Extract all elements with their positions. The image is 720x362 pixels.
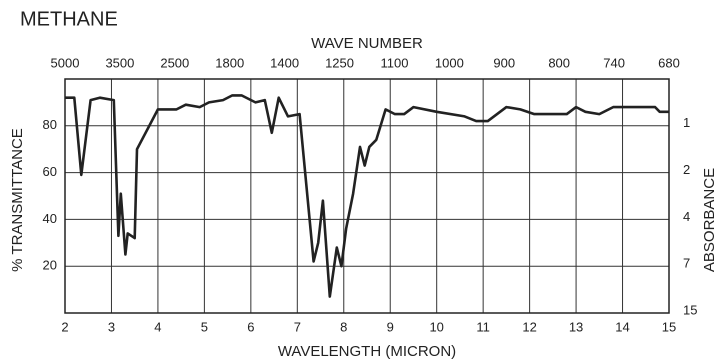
top-tick-label: 1000 — [435, 55, 464, 70]
top-tick-label: 2500 — [160, 55, 189, 70]
x-tick-label: 10 — [429, 319, 443, 334]
x-tick-label: 15 — [662, 319, 676, 334]
y-tick-label: 60 — [43, 164, 57, 179]
y-tick-label: 80 — [43, 117, 57, 132]
top-tick-label: 800 — [548, 55, 570, 70]
x-tick-label: 3 — [108, 319, 115, 334]
y2-tick-label: 2 — [683, 162, 690, 177]
x-tick-label: 8 — [340, 319, 347, 334]
x-tick-label: 7 — [294, 319, 301, 334]
x-tick-label: 13 — [569, 319, 583, 334]
y-tick-label: 20 — [43, 258, 57, 273]
x-tick-label: 6 — [247, 319, 254, 334]
top-tick-label: 5000 — [51, 55, 80, 70]
y2-tick-label: 4 — [683, 209, 690, 224]
spectrum-line — [65, 94, 669, 298]
chart-title: METHANE — [20, 8, 118, 30]
x-tick-label: 14 — [615, 319, 629, 334]
y2-tick-label: 1 — [683, 115, 690, 130]
top-tick-label: 740 — [603, 55, 625, 70]
x-tick-label: 9 — [387, 319, 394, 334]
top-tick-label: 1100 — [380, 55, 408, 70]
y-axis-label: % TRANSMITTANCE — [9, 128, 26, 272]
x-tick-label: 12 — [522, 319, 536, 334]
x-tick-label: 4 — [154, 319, 161, 334]
x-tick-label: 2 — [61, 319, 68, 334]
top-tick-label: 1400 — [270, 55, 299, 70]
y-tick-label: 40 — [43, 211, 57, 226]
y2-tick-label: 7 — [683, 256, 690, 271]
y2-tick-label: 15 — [683, 302, 697, 317]
top-tick-label: 1800 — [215, 55, 244, 70]
top-axis-label: WAVE NUMBER — [311, 35, 423, 52]
x-tick-label: 11 — [476, 319, 490, 334]
top-tick-label: 900 — [493, 55, 515, 70]
x-axis-label: WAVELENGTH (MICRON) — [278, 343, 456, 360]
top-tick-label: 3500 — [105, 55, 134, 70]
y2-axis-label: ABSORBANCE — [701, 168, 718, 272]
x-tick-label: 5 — [201, 319, 208, 334]
top-tick-label: 680 — [658, 55, 680, 70]
top-tick-label: 1250 — [325, 55, 354, 70]
plot-frame — [64, 78, 670, 314]
